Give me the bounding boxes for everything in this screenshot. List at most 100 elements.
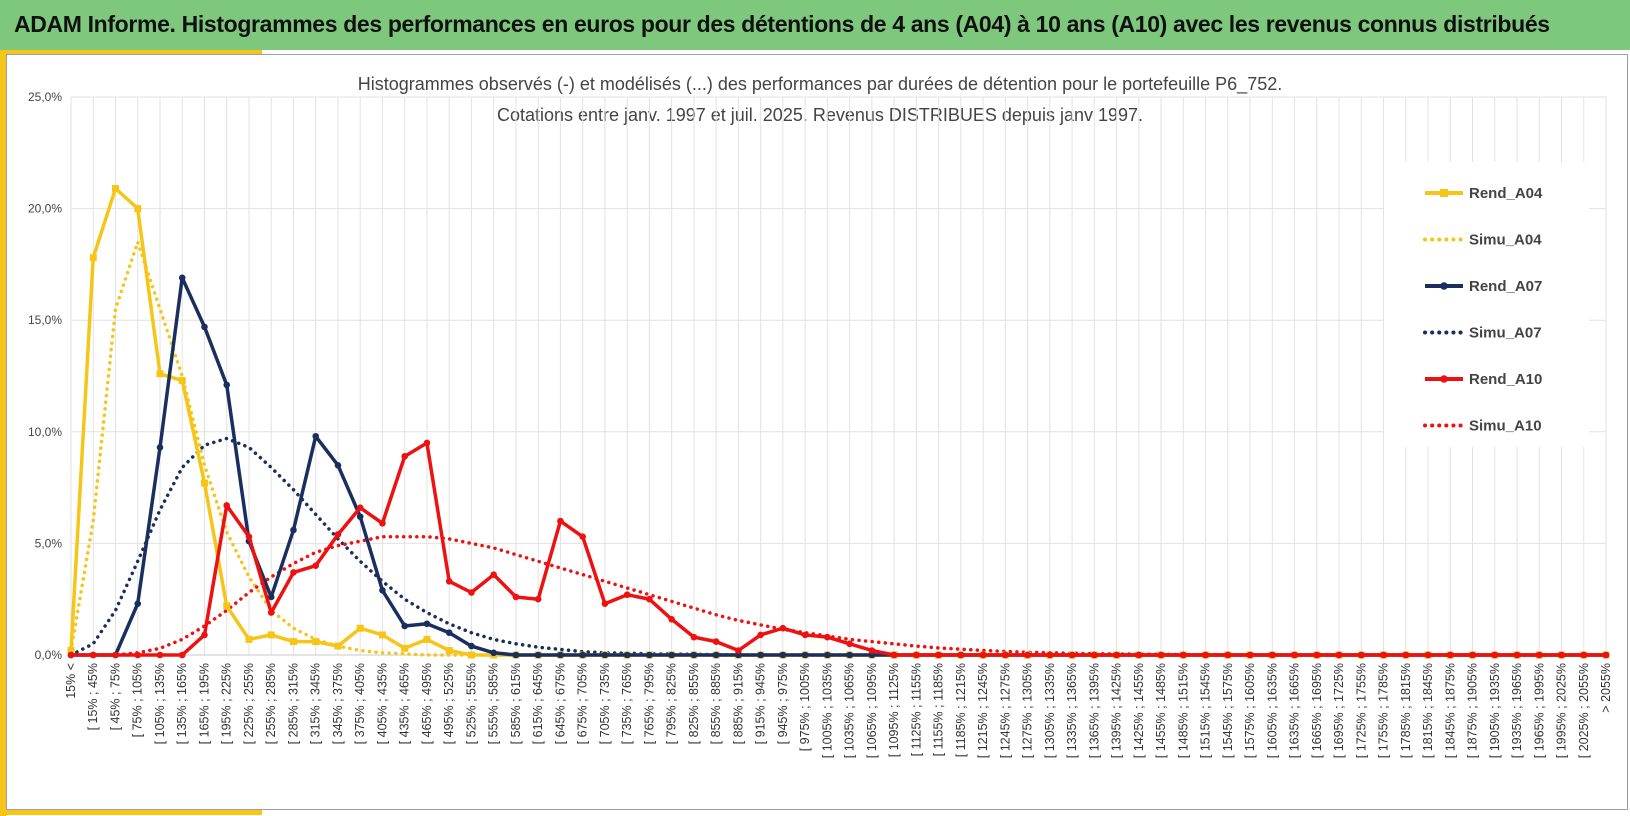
point-rend-a10 [534,595,542,603]
point-rend-a10 [290,569,297,576]
point-rend-a10 [1402,651,1410,659]
point-rend-a07 [134,600,142,607]
legend-label-simu-a04: Simu_A04 [1469,232,1542,249]
point-rend-a10 [1068,651,1076,659]
point-rend-a07 [468,642,475,650]
x-tick-label: [ 1905% ; 1935% [1488,663,1502,758]
point-rend-a10 [690,633,698,641]
x-tick-label: [ 885% ; 915% [731,663,745,744]
point-rend-a04 [67,647,75,655]
point-rend-a10 [646,595,653,603]
point-rend-a04 [401,644,409,652]
y-tick-label: 25,0% [28,90,62,104]
point-rend-a10 [957,651,965,659]
point-rend-a10 [1424,651,1432,659]
legend-label-simu-a07: Simu_A07 [1469,325,1542,342]
x-tick-label: 15% < [64,663,78,699]
point-rend-a07 [423,620,431,628]
point-rend-a07 [557,651,564,659]
point-rend-a10 [1024,651,1031,659]
x-tick-label: [ 945% ; 975% [776,663,790,744]
point-rend-a10 [112,651,119,659]
point-rend-a10 [890,651,898,659]
point-rend-a10 [601,600,609,607]
x-tick-label: [ 1935% ; 1965% [1510,663,1524,758]
x-tick-label: [ 705% ; 735% [598,663,612,744]
point-rend-a07 [646,651,653,659]
legend-label-rend-a04: Rend_A04 [1469,185,1543,202]
header-banner: ADAM Informe. Histogrammes des performan… [0,0,1630,50]
x-tick-label: [ 1335% ; 1365% [1065,663,1079,758]
point-rend-a07 [712,651,720,659]
point-rend-a10 [267,609,275,616]
point-rend-a10 [1580,651,1588,659]
point-rend-a04 [267,631,275,639]
point-rend-a10 [1291,651,1298,659]
y-tick-label: 0,0% [35,648,63,662]
x-tick-label: [ 1545% ; 1575% [1221,663,1235,758]
point-rend-a10 [1113,651,1120,659]
point-rend-a07 [579,651,586,659]
x-tick-label: [ 225% ; 255% [242,663,256,744]
x-tick-label: [ 1005% ; 1035% [820,663,834,758]
point-rend-a10 [579,533,586,541]
point-rend-a07 [668,651,675,659]
point-rend-a10 [623,591,631,599]
point-rend-a10 [67,651,75,659]
point-rend-a10 [490,571,497,578]
point-rend-a10 [1157,651,1165,659]
point-rend-a04 [245,635,253,643]
x-tick-label: [ 1185% ; 1215% [954,663,968,757]
legend: Rend_A04 Simu_A04 Rend_A07 Simu_A07 Rend_A10… [1384,162,1589,447]
x-tick-label: [ 1995% ; 2025% [1555,663,1569,758]
x-tick-label: [ 1245% ; 1275% [998,663,1012,758]
x-tick-label: [ 495% ; 525% [442,663,456,744]
x-tick-label: [ 1485% ; 1515% [1176,663,1190,758]
x-tick-label: [ 1395% ; 1425% [1110,663,1124,758]
y-tick-label: 10,0% [28,425,62,439]
x-tick-label: [ 1875% ; 1905% [1466,663,1480,758]
point-rend-a07 [401,622,408,630]
point-rend-a07 [356,513,364,520]
point-rend-a10 [201,631,208,639]
x-tick-label: [ 165% ; 195% [197,663,211,744]
point-rend-a10 [801,631,809,639]
legend-label-rend-a10: Rend_A10 [1469,371,1542,388]
point-rend-a04 [289,638,297,646]
point-rend-a10 [668,615,675,623]
x-tick-label: [ 1155% ; 1185% [932,663,946,756]
y-tick-label: 5,0% [35,536,63,550]
point-rend-a04 [356,624,364,632]
legend-marker-rend-a10 [1440,375,1448,383]
x-tick-label: [ 645% ; 675% [553,663,567,744]
point-rend-a07 [267,593,275,601]
x-axis: 15% < [ 15% ; 45% [ 45% ; 75% [ 75% ; 105% [… [64,663,1613,758]
point-rend-a07 [824,651,831,659]
point-rend-a10 [1491,651,1499,659]
point-rend-a04 [156,370,164,378]
x-tick-label: [ 1755% ; 1785% [1377,663,1391,758]
point-rend-a04 [89,254,97,262]
legend-marker-rend-a07 [1440,282,1448,290]
point-rend-a07 [757,651,764,659]
x-tick-label: [ 1095% ; 1125% [887,663,901,757]
x-tick-label: [ 1035% ; 1065% [843,663,857,758]
point-rend-a10 [178,651,186,659]
point-rend-a10 [868,647,876,654]
point-rend-a04 [445,647,453,655]
point-rend-a10 [334,531,342,538]
point-rend-a10 [312,562,320,570]
series-line-simu-a04 [69,240,1608,657]
point-rend-a10 [1246,651,1254,659]
point-rend-a07 [379,586,386,594]
series-line-simu-a07 [69,436,1608,657]
x-tick-label: [ 1425% ; 1455% [1132,663,1146,758]
x-tick-label: [ 135% ; 165% [175,663,189,744]
point-rend-a07 [156,444,164,451]
point-rend-a10 [735,647,742,654]
point-rend-a10 [1380,651,1387,659]
x-tick-label: [ 975% ; 1005% [798,663,812,751]
x-tick-label: [ 1455% ; 1485% [1154,663,1168,758]
point-rend-a07 [223,381,231,389]
